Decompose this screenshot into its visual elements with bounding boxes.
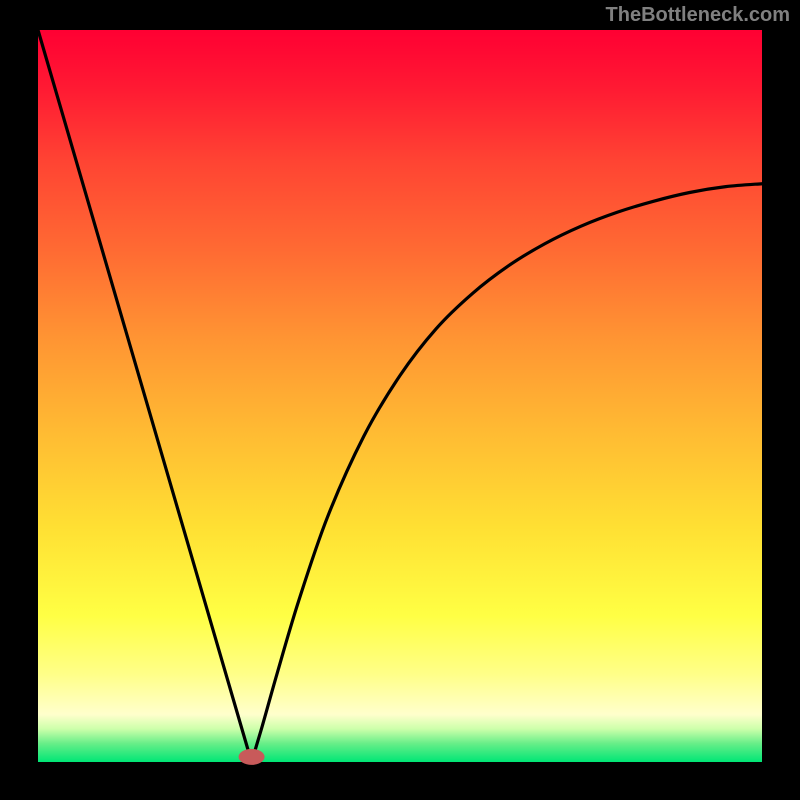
- chart-container: TheBottleneck.com: [0, 0, 800, 800]
- bottleneck-chart: [0, 0, 800, 800]
- optimum-marker: [239, 749, 265, 765]
- plot-background: [38, 30, 762, 762]
- watermark-text: TheBottleneck.com: [606, 4, 790, 27]
